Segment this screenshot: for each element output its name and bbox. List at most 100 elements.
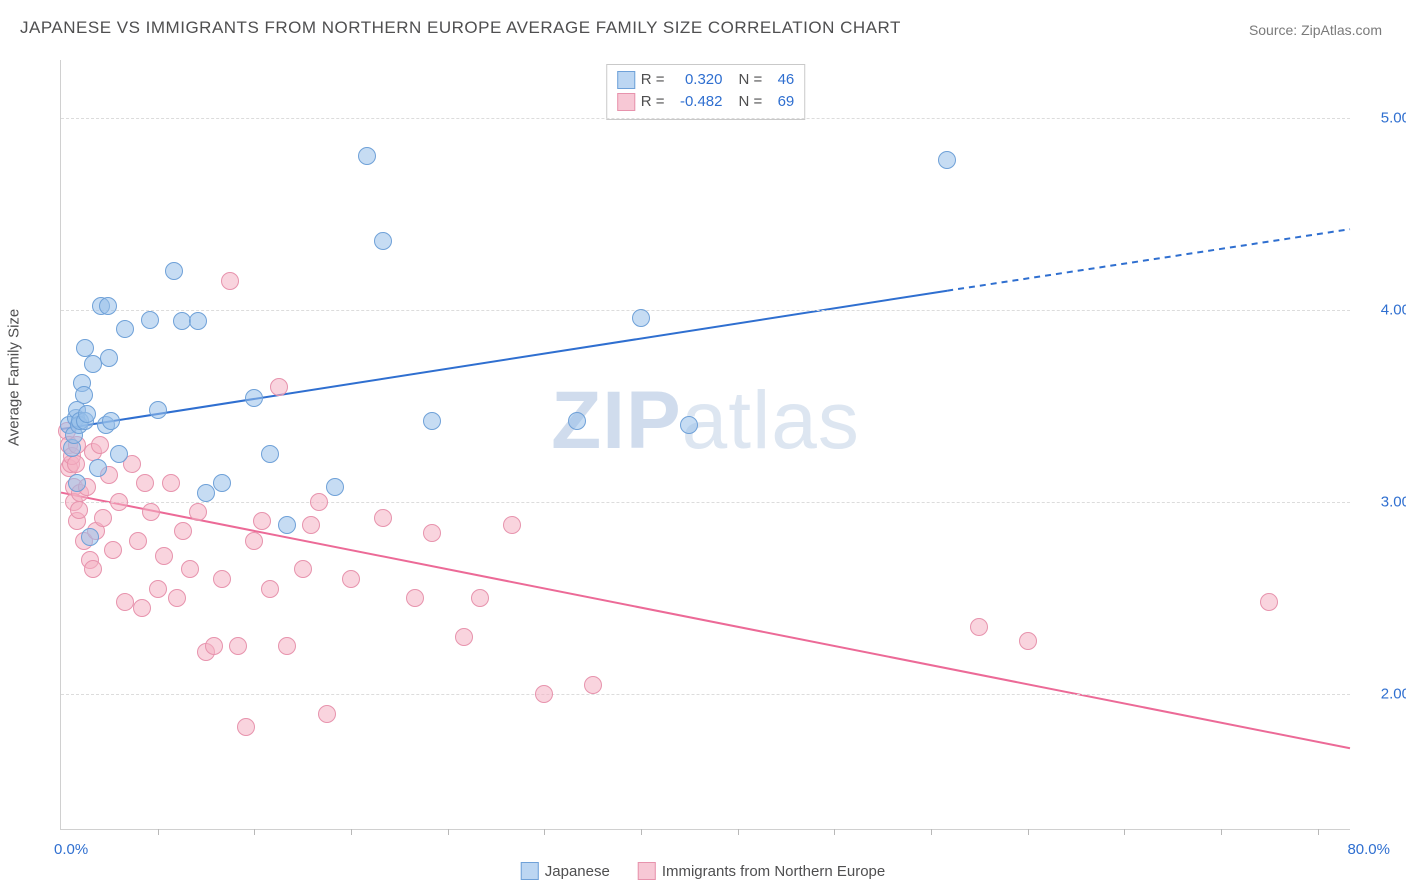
data-point <box>278 637 296 655</box>
data-point <box>110 493 128 511</box>
data-point <box>584 676 602 694</box>
x-tick <box>641 829 642 835</box>
data-point <box>342 570 360 588</box>
x-tick <box>834 829 835 835</box>
data-point <box>110 445 128 463</box>
stat-label: N = <box>739 69 763 91</box>
watermark-light: atlas <box>682 375 860 466</box>
data-point <box>535 685 553 703</box>
legend-swatch <box>638 862 656 880</box>
series-swatch <box>617 93 635 111</box>
stat-r-value: -0.482 <box>671 91 723 113</box>
stats-row: R = 0.320 N = 46 <box>617 69 795 91</box>
data-point <box>213 570 231 588</box>
legend-swatch <box>521 862 539 880</box>
data-point <box>99 297 117 315</box>
x-axis-max-label: 80.0% <box>1347 841 1390 858</box>
data-point <box>89 459 107 477</box>
data-point <box>938 151 956 169</box>
data-point <box>213 474 231 492</box>
data-point <box>237 718 255 736</box>
data-point <box>91 436 109 454</box>
data-point <box>970 618 988 636</box>
data-point <box>94 509 112 527</box>
data-point <box>168 589 186 607</box>
data-point <box>149 580 167 598</box>
data-point <box>174 522 192 540</box>
data-point <box>129 532 147 550</box>
source-attribution: Source: ZipAtlas.com <box>1249 22 1382 38</box>
data-point <box>471 589 489 607</box>
x-tick <box>1028 829 1029 835</box>
data-point <box>423 412 441 430</box>
data-point <box>302 516 320 534</box>
data-point <box>374 232 392 250</box>
data-point <box>423 524 441 542</box>
x-axis-min-label: 0.0% <box>54 841 88 858</box>
scatter-plot: ZIPatlas R = 0.320 N = 46 R = -0.482 N =… <box>60 60 1350 830</box>
data-point <box>102 412 120 430</box>
data-point <box>261 580 279 598</box>
data-point <box>67 455 85 473</box>
trendlines-svg <box>61 60 1350 829</box>
gridline <box>61 310 1350 311</box>
legend-label: Immigrants from Northern Europe <box>662 863 885 880</box>
x-tick <box>1221 829 1222 835</box>
y-axis-label: Average Family Size <box>6 309 23 446</box>
y-tick-label: 3.00 <box>1354 494 1406 511</box>
data-point <box>632 309 650 327</box>
data-point <box>253 512 271 530</box>
data-point <box>406 589 424 607</box>
data-point <box>81 528 99 546</box>
stat-label: R = <box>641 69 665 91</box>
data-point <box>189 312 207 330</box>
watermark: ZIPatlas <box>551 374 860 468</box>
x-tick <box>1124 829 1125 835</box>
data-point <box>326 478 344 496</box>
data-point <box>310 493 328 511</box>
y-tick-label: 5.00 <box>1354 109 1406 126</box>
stat-n-value: 69 <box>768 91 794 113</box>
data-point <box>358 147 376 165</box>
data-point <box>78 405 96 423</box>
data-point <box>165 262 183 280</box>
data-point <box>104 541 122 559</box>
data-point <box>181 560 199 578</box>
data-point <box>189 503 207 521</box>
x-tick <box>738 829 739 835</box>
stats-row: R = -0.482 N = 69 <box>617 91 795 113</box>
x-tick <box>351 829 352 835</box>
x-tick <box>931 829 932 835</box>
x-tick <box>448 829 449 835</box>
data-point <box>221 272 239 290</box>
y-tick-label: 2.00 <box>1354 686 1406 703</box>
data-point <box>70 501 88 519</box>
trendline <box>61 291 947 429</box>
data-point <box>261 445 279 463</box>
legend-label: Japanese <box>545 863 610 880</box>
data-point <box>1260 593 1278 611</box>
data-point <box>162 474 180 492</box>
data-point <box>68 474 86 492</box>
data-point <box>155 547 173 565</box>
gridline <box>61 502 1350 503</box>
data-point <box>245 532 263 550</box>
data-point <box>141 311 159 329</box>
y-tick-label: 4.00 <box>1354 301 1406 318</box>
series-swatch <box>617 71 635 89</box>
gridline <box>61 694 1350 695</box>
data-point <box>374 509 392 527</box>
chart-title: JAPANESE VS IMMIGRANTS FROM NORTHERN EUR… <box>20 18 901 38</box>
stat-label: R = <box>641 91 665 113</box>
data-point <box>455 628 473 646</box>
x-tick <box>158 829 159 835</box>
data-point <box>318 705 336 723</box>
data-point <box>270 378 288 396</box>
trendline <box>947 229 1350 291</box>
data-point <box>294 560 312 578</box>
data-point <box>116 320 134 338</box>
x-tick <box>544 829 545 835</box>
data-point <box>197 484 215 502</box>
stat-n-value: 46 <box>768 69 794 91</box>
x-tick <box>1318 829 1319 835</box>
